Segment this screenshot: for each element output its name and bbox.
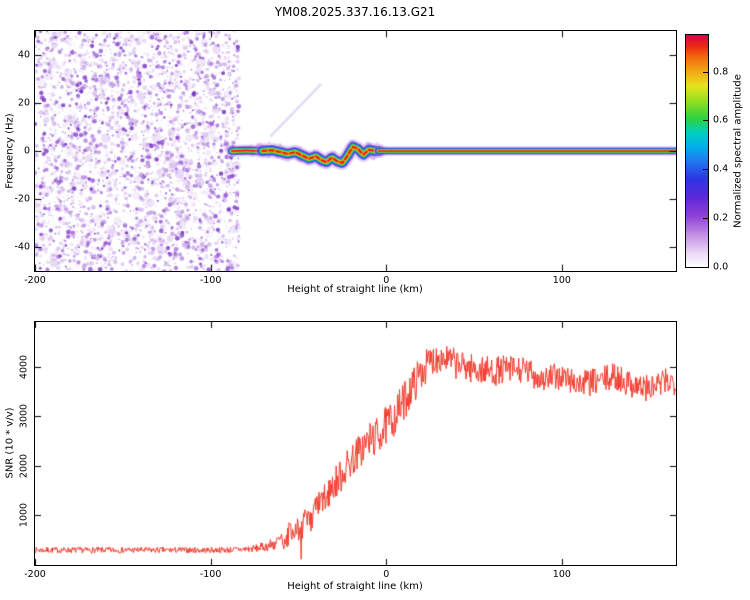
tick-label: -200 [24, 275, 46, 286]
tick-label: -40 [14, 241, 30, 253]
colorbar-tick-mark [703, 218, 708, 220]
tick-label: 0.6 [713, 114, 729, 126]
tick-label: 0 [383, 275, 390, 286]
spectrogram-xlabel: Height of straight line (km) [287, 284, 423, 295]
tick-label: 0 [23, 145, 30, 157]
tick-label: 3000 [18, 404, 30, 429]
tick-label: 100 [552, 569, 571, 580]
colorbar-tick-mark [703, 71, 708, 73]
tick-label: -100 [199, 569, 222, 580]
colorbar-tick-mark [703, 267, 708, 268]
tick-label: 0.2 [713, 212, 729, 224]
tick-label: 0.4 [713, 163, 729, 175]
snr-canvas [34, 321, 677, 566]
tick-label: -200 [24, 569, 46, 580]
tick-label: 0 [383, 569, 390, 580]
colorbar [685, 34, 709, 268]
spectrogram-canvas [34, 30, 677, 272]
tick-label: 2000 [18, 453, 30, 478]
tick-label: 0.8 [713, 66, 729, 78]
colorbar-tick-mark [703, 120, 708, 122]
tick-label: 0.0 [713, 261, 729, 273]
colorbar-label: Normalized spectral amplitude [732, 74, 744, 228]
spectrogram-ylabel: Frequency (Hz) [4, 113, 16, 189]
tick-label: 40 [17, 49, 30, 61]
tick-label: 1000 [18, 503, 30, 528]
page-title: YM08.2025.337.16.13.G21 [274, 5, 436, 19]
tick-label: 100 [552, 275, 571, 286]
snr-xlabel: Height of straight line (km) [287, 581, 423, 592]
snr-ylabel: SNR (10 * v/v) [4, 407, 16, 479]
tick-label: 4000 [18, 354, 30, 379]
tick-label: 20 [17, 97, 30, 109]
tick-label: -20 [14, 193, 30, 205]
colorbar-tick-mark [703, 169, 708, 171]
tick-label: -100 [199, 275, 222, 286]
